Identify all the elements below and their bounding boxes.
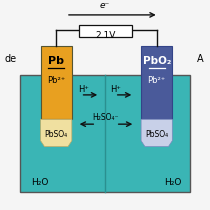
Text: A: A [197,54,204,64]
Text: Pb²⁺: Pb²⁺ [47,76,65,85]
Text: H₂SO₄⁻: H₂SO₄⁻ [92,113,118,122]
Text: de: de [4,54,16,64]
Text: 2.1V: 2.1V [95,31,116,40]
Text: H₂O: H₂O [31,178,48,187]
Polygon shape [141,119,172,147]
Text: H⁺: H⁺ [78,85,89,93]
Text: PbO₂: PbO₂ [143,56,171,66]
Text: Pb²⁺: Pb²⁺ [148,76,166,85]
Text: PbSO₄: PbSO₄ [145,130,168,139]
Bar [41,46,72,119]
Bar [141,46,172,119]
Text: e⁻: e⁻ [100,1,110,10]
Text: Pb: Pb [48,56,64,66]
Text: H⁺: H⁺ [110,85,121,93]
Text: PbSO₄: PbSO₄ [45,130,68,139]
Text: H₂O: H₂O [165,178,182,187]
Bar [79,25,132,37]
Bar [20,75,190,192]
Polygon shape [41,119,72,147]
